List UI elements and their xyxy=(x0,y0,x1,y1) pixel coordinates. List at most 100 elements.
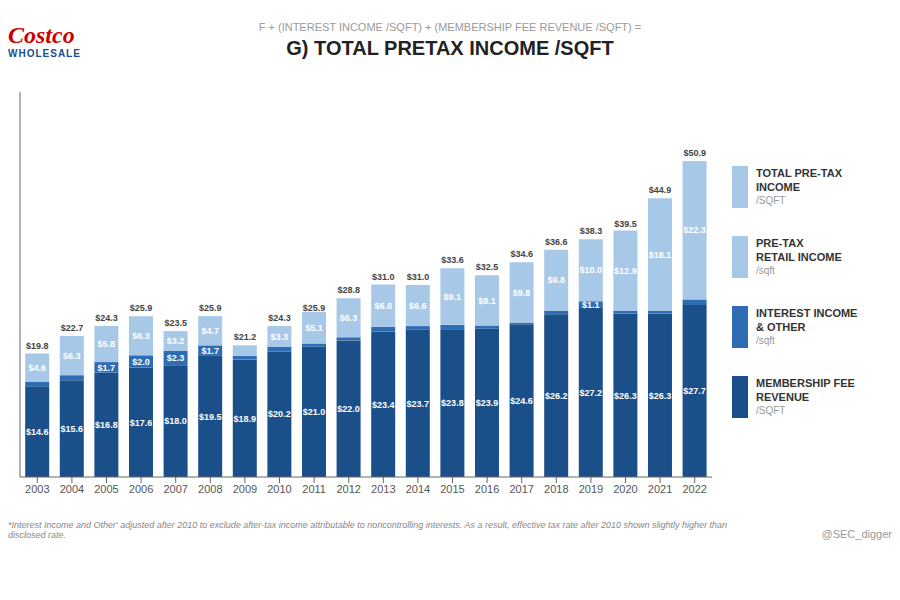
svg-text:$21.0: $21.0 xyxy=(303,407,326,417)
svg-text:$38.3: $38.3 xyxy=(580,226,603,236)
svg-text:2016: 2016 xyxy=(475,483,499,495)
svg-text:2007: 2007 xyxy=(163,483,187,495)
html-text:@SEC_digger: @SEC_digger xyxy=(821,528,892,540)
svg-text:$26.3: $26.3 xyxy=(649,391,672,401)
svg-text:$6.6: $6.6 xyxy=(409,301,427,311)
svg-text:$10.0: $10.0 xyxy=(580,265,603,275)
svg-text:$8.1: $8.1 xyxy=(478,296,496,306)
svg-text:$27.7: $27.7 xyxy=(683,386,706,396)
svg-text:$18.0: $18.0 xyxy=(164,416,187,426)
svg-text:$21.2: $21.2 xyxy=(234,332,257,342)
html-text:MEMBERSHIP FEE: MEMBERSHIP FEE xyxy=(756,377,855,389)
svg-text:$24.6: $24.6 xyxy=(510,396,533,406)
html-text:/sqft: /sqft xyxy=(756,265,775,276)
svg-text:$14.6: $14.6 xyxy=(26,427,49,437)
svg-text:$2.3: $2.3 xyxy=(167,353,185,363)
svg-text:2008: 2008 xyxy=(198,483,222,495)
svg-text:2020: 2020 xyxy=(613,483,637,495)
svg-text:$23.9: $23.9 xyxy=(476,398,499,408)
html-text:RETAIL INCOME: RETAIL INCOME xyxy=(756,251,842,263)
html-text:G) TOTAL PRETAX INCOME /SQFT: G) TOTAL PRETAX INCOME /SQFT xyxy=(286,36,614,59)
svg-text:$25.9: $25.9 xyxy=(303,303,326,313)
html-text:REVENUE: REVENUE xyxy=(756,391,810,403)
svg-text:$3.3: $3.3 xyxy=(271,332,289,342)
svg-text:$9.8: $9.8 xyxy=(513,288,531,298)
svg-text:$23.8: $23.8 xyxy=(441,398,464,408)
svg-text:$22.7: $22.7 xyxy=(61,323,84,333)
svg-text:$2.0: $2.0 xyxy=(132,357,150,367)
svg-text:2009: 2009 xyxy=(233,483,257,495)
svg-text:2019: 2019 xyxy=(579,483,603,495)
svg-text:$25.9: $25.9 xyxy=(199,303,222,313)
svg-text:2021: 2021 xyxy=(648,483,672,495)
svg-text:$4.6: $4.6 xyxy=(28,363,46,373)
svg-text:$25.9: $25.9 xyxy=(130,303,153,313)
svg-text:$1.7: $1.7 xyxy=(201,346,219,356)
svg-text:$36.6: $36.6 xyxy=(545,237,568,247)
html-text:Costco: Costco xyxy=(8,21,75,48)
svg-text:$27.2: $27.2 xyxy=(580,388,603,398)
svg-text:$22.0: $22.0 xyxy=(337,404,360,414)
svg-text:$4.7: $4.7 xyxy=(201,326,219,336)
html-text:*Interest Income and Other' ad: *Interest Income and Other' adjusted aft… xyxy=(8,520,728,540)
html-text:INTEREST INCOME: INTEREST INCOME xyxy=(756,307,858,319)
svg-text:$26.3: $26.3 xyxy=(614,391,637,401)
svg-text:2012: 2012 xyxy=(336,483,360,495)
svg-text:$50.9: $50.9 xyxy=(683,148,706,158)
svg-text:$3.2: $3.2 xyxy=(167,336,185,346)
html-text:/SQFT: /SQFT xyxy=(756,195,786,206)
svg-text:$5.8: $5.8 xyxy=(98,339,116,349)
svg-text:2015: 2015 xyxy=(440,483,464,495)
svg-text:2010: 2010 xyxy=(267,483,291,495)
svg-text:$1.1: $1.1 xyxy=(582,300,600,310)
svg-text:$33.6: $33.6 xyxy=(441,255,464,265)
svg-text:$1.7: $1.7 xyxy=(98,363,116,373)
svg-text:$31.0: $31.0 xyxy=(407,272,430,282)
svg-text:$6.3: $6.3 xyxy=(63,351,81,361)
svg-text:$6.3: $6.3 xyxy=(132,331,150,341)
svg-text:$17.6: $17.6 xyxy=(130,418,153,428)
svg-text:$32.5: $32.5 xyxy=(476,262,499,272)
html-text:WHOLESALE: WHOLESALE xyxy=(8,47,81,59)
html-text:PRE-TAX: PRE-TAX xyxy=(756,237,804,249)
svg-text:2022: 2022 xyxy=(682,483,706,495)
svg-text:$26.2: $26.2 xyxy=(545,391,568,401)
svg-text:$18.1: $18.1 xyxy=(649,250,672,260)
svg-text:$28.8: $28.8 xyxy=(337,285,360,295)
svg-text:2013: 2013 xyxy=(371,483,395,495)
svg-text:2005: 2005 xyxy=(94,483,118,495)
svg-text:$23.4: $23.4 xyxy=(372,400,395,410)
svg-text:$19.8: $19.8 xyxy=(26,341,49,351)
svg-text:$22.3: $22.3 xyxy=(683,225,706,235)
svg-text:2018: 2018 xyxy=(544,483,568,495)
svg-text:$31.0: $31.0 xyxy=(372,272,395,282)
svg-text:$12.9: $12.9 xyxy=(614,266,637,276)
svg-text:2014: 2014 xyxy=(406,483,430,495)
html-text:TOTAL PRE-TAX: TOTAL PRE-TAX xyxy=(756,167,842,179)
html-text:INCOME: INCOME xyxy=(756,181,800,193)
html-text:F + (INTEREST INCOME /SQFT) +: F + (INTEREST INCOME /SQFT) + (MEMBERSHI… xyxy=(258,20,642,33)
svg-text:2011: 2011 xyxy=(302,483,326,495)
svg-text:$23.5: $23.5 xyxy=(164,318,187,328)
svg-text:$19.5: $19.5 xyxy=(199,412,222,422)
svg-text:$15.6: $15.6 xyxy=(61,424,84,434)
svg-text:$9.1: $9.1 xyxy=(444,292,462,302)
svg-text:$23.7: $23.7 xyxy=(407,399,430,409)
svg-text:$6.8: $6.8 xyxy=(374,301,392,311)
svg-text:2003: 2003 xyxy=(25,483,49,495)
svg-text:$34.6: $34.6 xyxy=(510,249,533,259)
svg-text:$39.5: $39.5 xyxy=(614,219,637,229)
svg-text:$44.9: $44.9 xyxy=(649,185,672,195)
svg-text:$18.9: $18.9 xyxy=(234,414,257,424)
svg-text:2004: 2004 xyxy=(60,483,84,495)
svg-text:$24.3: $24.3 xyxy=(95,313,118,323)
svg-text:$16.8: $16.8 xyxy=(95,420,118,430)
svg-text:$24.3: $24.3 xyxy=(268,313,291,323)
svg-text:$5.1: $5.1 xyxy=(305,323,323,333)
svg-text:$6.3: $6.3 xyxy=(340,313,358,323)
svg-text:2017: 2017 xyxy=(509,483,533,495)
svg-text:$9.8: $9.8 xyxy=(547,275,565,285)
svg-text:2006: 2006 xyxy=(129,483,153,495)
html-text:& OTHER: & OTHER xyxy=(756,321,806,333)
svg-text:$20.2: $20.2 xyxy=(268,409,291,419)
